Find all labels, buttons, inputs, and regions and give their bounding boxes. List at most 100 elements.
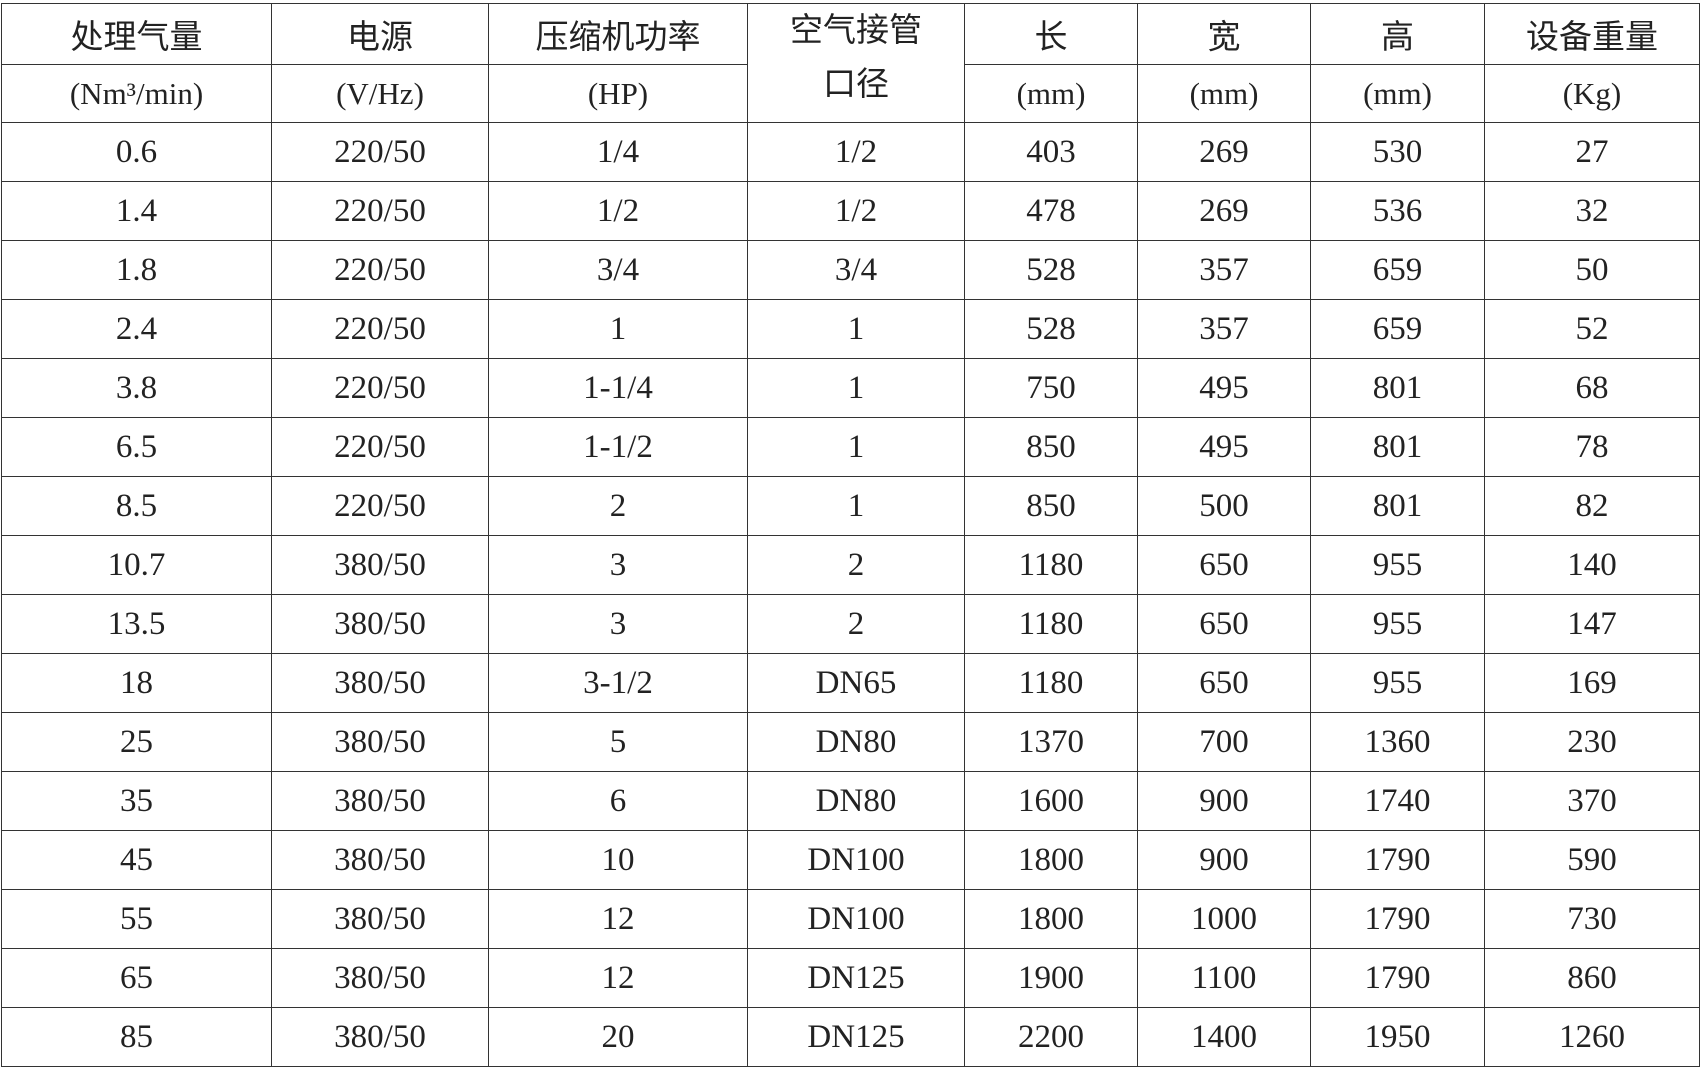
- header-flow: 处理气量: [1, 3, 272, 65]
- header-unit-weight: (Kg): [1484, 64, 1700, 123]
- header-unit: 口径: [823, 67, 889, 103]
- cell-pipe-diameter: DN80: [747, 771, 965, 831]
- cell-length: 750: [964, 358, 1138, 418]
- cell-pipe-diameter: 2: [747, 594, 965, 654]
- cell-power-supply: 380/50: [271, 594, 489, 654]
- cell-weight: 590: [1484, 830, 1700, 890]
- cell-width: 269: [1137, 181, 1311, 241]
- table-row: 45 380/50 10 DN100 1800 900 1790 590: [1, 830, 1700, 890]
- cell-weight: 68: [1484, 358, 1700, 418]
- cell-flow: 0.6: [1, 122, 272, 182]
- table-row: 18 380/50 3-1/2 DN65 1180 650 955 169: [1, 653, 1700, 713]
- header-unit-flow: (Nm³/min): [1, 64, 272, 123]
- cell-compressor-power: 1-1/2: [488, 417, 748, 477]
- cell-flow: 85: [1, 1007, 272, 1067]
- cell-length: 2200: [964, 1007, 1138, 1067]
- cell-weight: 27: [1484, 122, 1700, 182]
- cell-height: 1360: [1310, 712, 1485, 772]
- cell-length: 1800: [964, 830, 1138, 890]
- cell-height: 955: [1310, 535, 1485, 595]
- cell-weight: 50: [1484, 240, 1700, 300]
- cell-pipe-diameter: 1/2: [747, 122, 965, 182]
- cell-weight: 230: [1484, 712, 1700, 772]
- cell-height: 1790: [1310, 830, 1485, 890]
- cell-compressor-power: 3/4: [488, 240, 748, 300]
- cell-weight: 147: [1484, 594, 1700, 654]
- cell-flow: 18: [1, 653, 272, 713]
- cell-height: 801: [1310, 417, 1485, 477]
- cell-compressor-power: 3: [488, 535, 748, 595]
- cell-width: 495: [1137, 358, 1311, 418]
- cell-height: 659: [1310, 240, 1485, 300]
- cell-length: 528: [964, 240, 1138, 300]
- cell-power-supply: 380/50: [271, 712, 489, 772]
- cell-flow: 55: [1, 889, 272, 949]
- cell-width: 357: [1137, 240, 1311, 300]
- cell-length: 478: [964, 181, 1138, 241]
- cell-length: 850: [964, 476, 1138, 536]
- cell-weight: 169: [1484, 653, 1700, 713]
- cell-weight: 52: [1484, 299, 1700, 359]
- cell-length: 850: [964, 417, 1138, 477]
- cell-width: 1000: [1137, 889, 1311, 949]
- cell-power-supply: 220/50: [271, 358, 489, 418]
- table-row: 6.5 220/50 1-1/2 1 850 495 801 78: [1, 417, 1700, 477]
- cell-pipe-diameter: DN125: [747, 948, 965, 1008]
- cell-width: 700: [1137, 712, 1311, 772]
- header-unit-length: (mm): [964, 64, 1138, 123]
- table-row: 13.5 380/50 3 2 1180 650 955 147: [1, 594, 1700, 654]
- header-weight: 设备重量: [1484, 3, 1700, 65]
- cell-width: 357: [1137, 299, 1311, 359]
- table-row: 25 380/50 5 DN80 1370 700 1360 230: [1, 712, 1700, 772]
- cell-compressor-power: 12: [488, 889, 748, 949]
- cell-flow: 3.8: [1, 358, 272, 418]
- cell-width: 900: [1137, 771, 1311, 831]
- cell-compressor-power: 6: [488, 771, 748, 831]
- cell-power-supply: 380/50: [271, 948, 489, 1008]
- cell-pipe-diameter: 1/2: [747, 181, 965, 241]
- cell-compressor-power: 12: [488, 948, 748, 1008]
- cell-length: 1180: [964, 535, 1138, 595]
- cell-pipe-diameter: DN65: [747, 653, 965, 713]
- header-unit-height: (mm): [1310, 64, 1485, 123]
- cell-flow: 10.7: [1, 535, 272, 595]
- cell-flow: 8.5: [1, 476, 272, 536]
- cell-length: 1900: [964, 948, 1138, 1008]
- header-label: 空气接管: [790, 13, 922, 49]
- header-row: 处理气量 电源 压缩机功率 空气接管 口径长宽高设备重量: [1, 3, 1700, 123]
- table-row: 35 380/50 6 DN80 1600 900 1740 370: [1, 771, 1700, 831]
- table-row: 65 380/50 12 DN125 1900 1100 1790 860: [1, 948, 1700, 1008]
- cell-height: 1950: [1310, 1007, 1485, 1067]
- cell-width: 650: [1137, 594, 1311, 654]
- table-row: 10.7 380/50 3 2 1180 650 955 140: [1, 535, 1700, 595]
- cell-power-supply: 220/50: [271, 417, 489, 477]
- cell-length: 1180: [964, 594, 1138, 654]
- cell-power-supply: 380/50: [271, 653, 489, 713]
- cell-length: 403: [964, 122, 1138, 182]
- cell-weight: 1260: [1484, 1007, 1700, 1067]
- cell-length: 1180: [964, 653, 1138, 713]
- cell-compressor-power: 1-1/4: [488, 358, 748, 418]
- cell-pipe-diameter: DN125: [747, 1007, 965, 1067]
- cell-pipe-diameter: 1: [747, 299, 965, 359]
- cell-height: 1790: [1310, 889, 1485, 949]
- table-row: 0.6 220/50 1/4 1/2 403 269 530 27: [1, 122, 1700, 182]
- header-length: 长: [964, 3, 1138, 65]
- spec-table: 处理气量 电源 压缩机功率 空气接管 口径长宽高设备重量 (Nm³/min) (V/Hz)(…: [1, 3, 1700, 1067]
- cell-power-supply: 220/50: [271, 299, 489, 359]
- cell-length: 528: [964, 299, 1138, 359]
- cell-width: 495: [1137, 417, 1311, 477]
- header-unit-power-supply: (V/Hz): [271, 64, 489, 123]
- cell-pipe-diameter: 3/4: [747, 240, 965, 300]
- cell-width: 1100: [1137, 948, 1311, 1008]
- cell-height: 530: [1310, 122, 1485, 182]
- cell-length: 1800: [964, 889, 1138, 949]
- cell-weight: 32: [1484, 181, 1700, 241]
- cell-pipe-diameter: DN100: [747, 889, 965, 949]
- cell-width: 650: [1137, 653, 1311, 713]
- header-unit-compressor-power: (HP): [488, 64, 748, 123]
- cell-height: 955: [1310, 594, 1485, 654]
- cell-compressor-power: 5: [488, 712, 748, 772]
- cell-width: 650: [1137, 535, 1311, 595]
- cell-pipe-diameter: 2: [747, 535, 965, 595]
